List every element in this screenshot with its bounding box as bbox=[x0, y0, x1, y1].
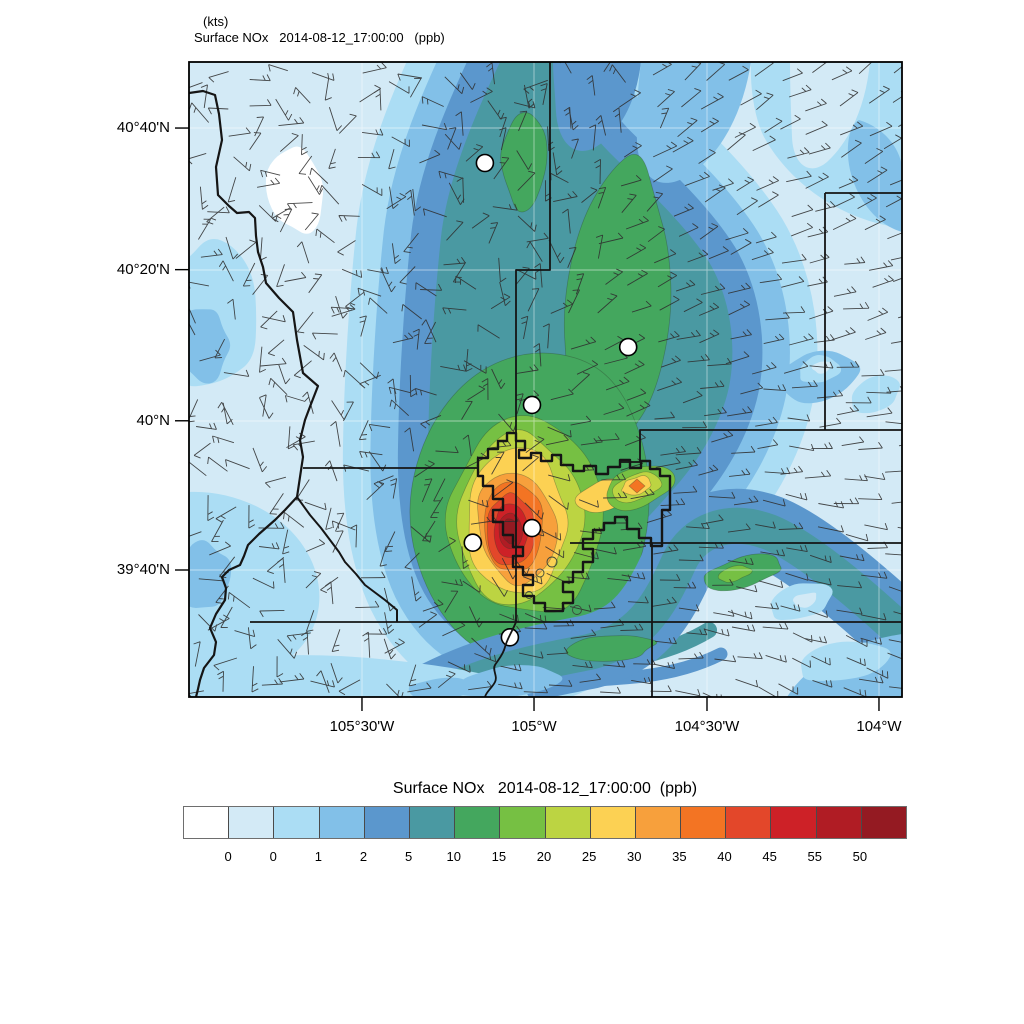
station-marker bbox=[522, 518, 542, 538]
colorbar-cell bbox=[725, 807, 771, 838]
y-tick-label: 39°40'N bbox=[116, 561, 170, 578]
y-tick-label: 40°N bbox=[136, 411, 170, 429]
station-marker bbox=[463, 533, 483, 553]
colorbar-tick-label: 45 bbox=[762, 849, 777, 864]
colorbar-cell bbox=[544, 807, 590, 838]
station-marker bbox=[500, 627, 520, 647]
denver-boundary bbox=[476, 431, 672, 613]
colorbar-tick-label: 55 bbox=[807, 849, 822, 864]
colorbar-cell bbox=[408, 807, 455, 838]
colorbar-cell bbox=[589, 807, 635, 838]
axis-ticks bbox=[175, 127, 880, 711]
colorbar-tick-label: 40 bbox=[717, 849, 732, 864]
colorbar-cell bbox=[228, 807, 274, 838]
map-title: Surface NOx 2014-08-12_17:00:00 (ppb) bbox=[194, 30, 445, 45]
colorbar-cell bbox=[815, 807, 861, 838]
county-boundaries bbox=[189, 62, 902, 697]
station-marker bbox=[475, 153, 495, 173]
colorbar-tick-label: 0 bbox=[224, 849, 232, 864]
map-panel bbox=[175, 61, 903, 711]
colorbar-title: Surface NOx 2014-08-12_17:00:00 (ppb) bbox=[392, 780, 698, 797]
colorbar-tick-label: 35 bbox=[672, 849, 687, 864]
station-markers bbox=[463, 153, 638, 647]
nox-concentration-map bbox=[175, 61, 903, 711]
y-tick-label: 40°20'N bbox=[116, 260, 170, 278]
colorbar-cell bbox=[363, 807, 409, 838]
colorbar bbox=[183, 806, 907, 839]
colorbar-cell bbox=[634, 807, 681, 838]
x-tick-label: 105°30'W bbox=[329, 718, 395, 735]
colorbar-cell bbox=[680, 807, 726, 838]
colorbar-tick-label: 50 bbox=[852, 849, 868, 864]
station-marker bbox=[618, 337, 638, 357]
map-field-layer bbox=[189, 62, 902, 697]
station-marker bbox=[522, 395, 542, 415]
colorbar-cell bbox=[454, 807, 500, 838]
x-tick-label: 105°W bbox=[511, 718, 557, 735]
river-line bbox=[484, 621, 517, 697]
colorbar-cell bbox=[273, 807, 319, 838]
colorbar-tick-label: 10 bbox=[446, 849, 461, 864]
colorbar-cell bbox=[770, 807, 816, 838]
colorbar-tick-label: 1 bbox=[314, 849, 322, 864]
y-tick-label: 40°40'N bbox=[116, 119, 170, 137]
x-tick-label: 104°30'W bbox=[674, 718, 740, 735]
colorbar-cell bbox=[184, 807, 229, 838]
colorbar-tick-label: 30 bbox=[627, 849, 642, 864]
x-tick-label: 104°W bbox=[856, 718, 902, 735]
colorbar-tick-label: 0 bbox=[269, 849, 277, 864]
colorbar-cell bbox=[318, 807, 364, 838]
colorbar-cell bbox=[499, 807, 545, 838]
colorbar-tick-label: 25 bbox=[581, 849, 597, 864]
colorbar-tick-label: 20 bbox=[536, 849, 552, 864]
map-frame bbox=[188, 61, 903, 698]
colorbar-tick-label: 2 bbox=[359, 849, 368, 864]
wind-units-label: (kts) bbox=[203, 14, 229, 29]
colorbar-tick-label: 5 bbox=[405, 849, 413, 864]
colorbar-tick-label: 15 bbox=[491, 849, 507, 864]
colorbar-cell bbox=[860, 807, 906, 838]
